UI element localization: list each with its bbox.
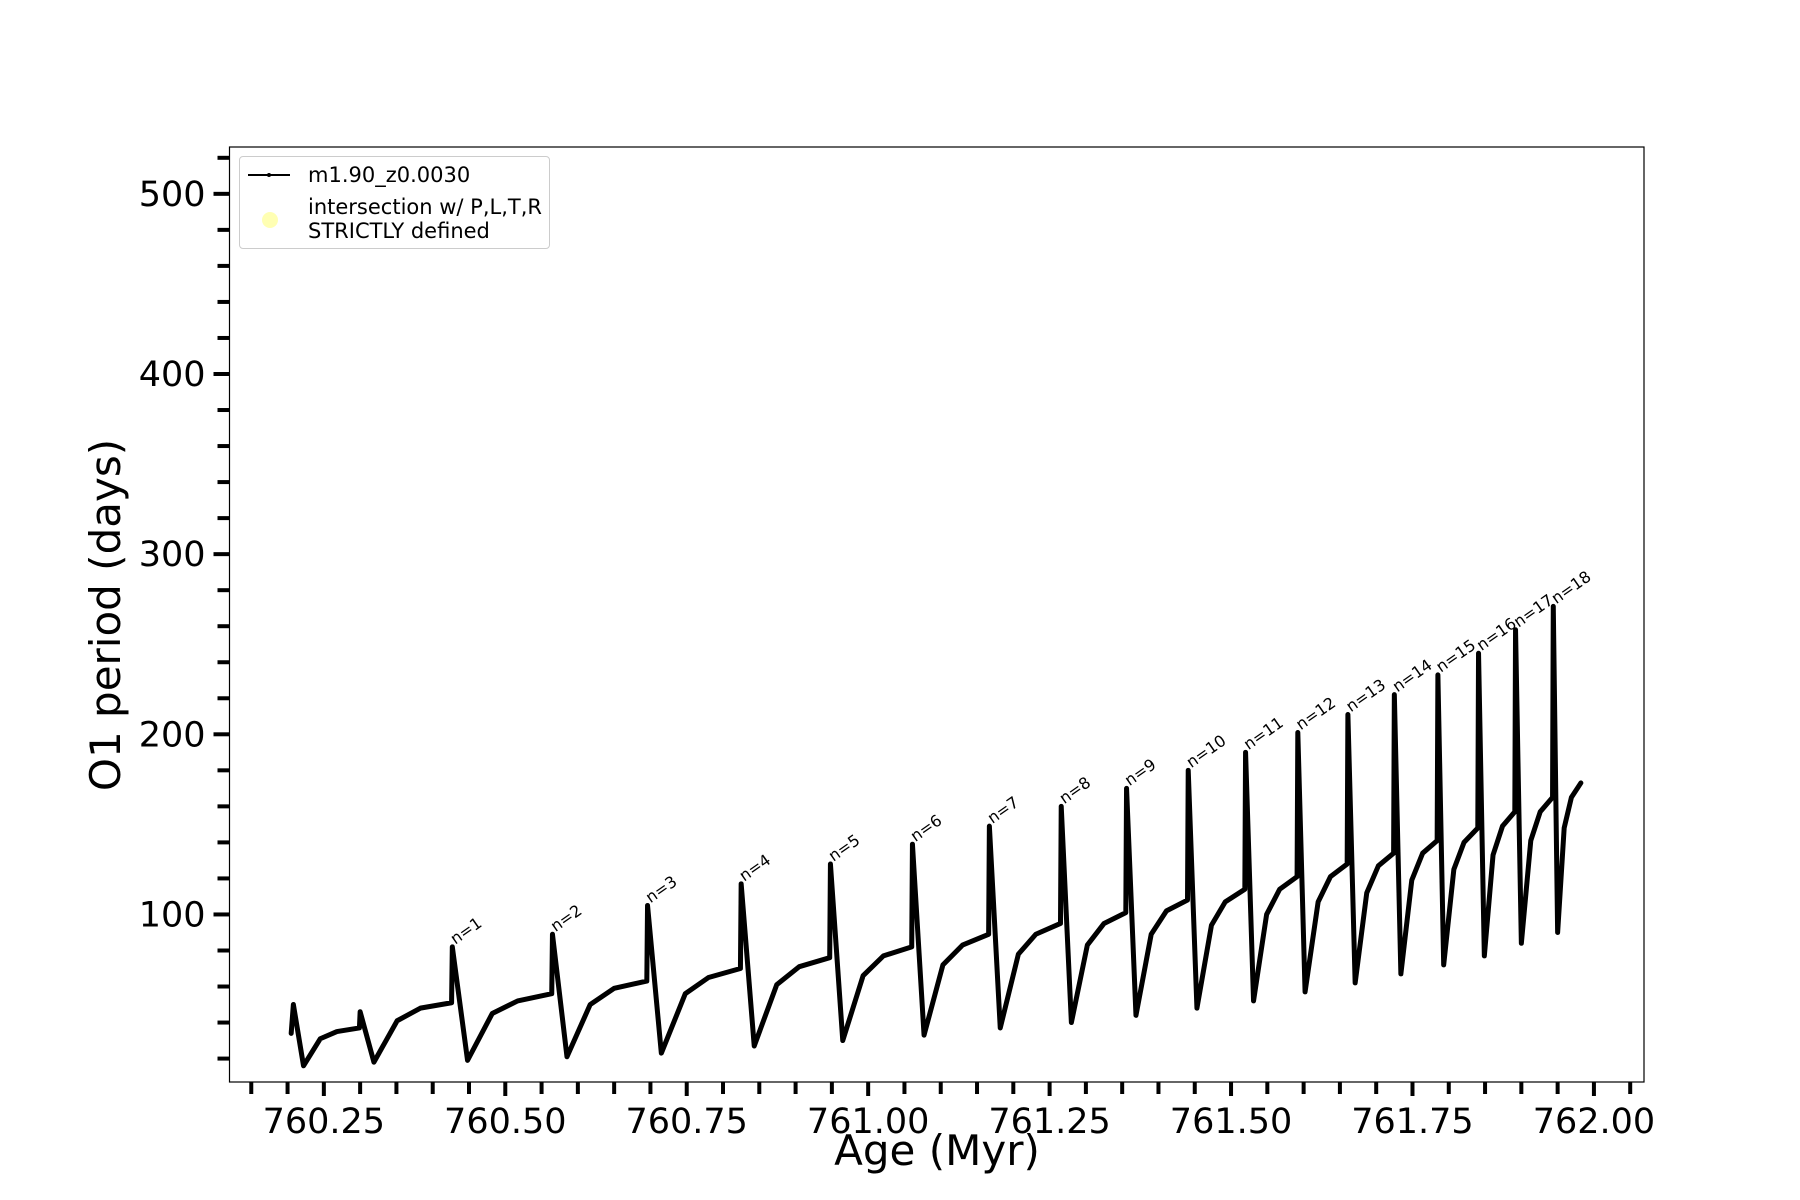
- annotation: n=11: [1240, 713, 1287, 754]
- x-tick-label: 761.50: [1170, 1102, 1292, 1142]
- legend-label: intersection w/ P,L,T,R STRICTLY defined: [308, 195, 542, 243]
- annotation: n=15: [1432, 635, 1479, 676]
- y-tick-label: 100: [139, 895, 206, 935]
- x-tick-label: 760.50: [444, 1102, 566, 1142]
- legend-marker: [262, 212, 278, 228]
- annotation: n=6: [907, 811, 946, 846]
- series-line: [288, 603, 1584, 1069]
- x-tick-label: 761.25: [988, 1102, 1110, 1142]
- x-tick-label: 761.00: [807, 1102, 929, 1142]
- plot-frame: [228, 146, 1645, 1083]
- y-tick-label: 300: [139, 535, 206, 575]
- x-tick-label: 762.00: [1533, 1102, 1655, 1142]
- legend: m1.90_z0.0030 intersection w/ P,L,T,R ST…: [239, 156, 550, 249]
- annotation: n=18: [1548, 567, 1595, 608]
- annotation: n=12: [1292, 693, 1339, 734]
- annotation: n=5: [825, 830, 864, 865]
- annotation: n=2: [547, 901, 586, 936]
- annotation: n=9: [1121, 755, 1160, 790]
- annotation: n=7: [984, 793, 1023, 828]
- annotation: n=8: [1056, 773, 1095, 808]
- annotation: n=10: [1183, 731, 1230, 772]
- y-tick-label: 200: [139, 715, 206, 755]
- x-axis-label: Age (Myr): [834, 1126, 1040, 1175]
- legend-marker: [267, 173, 271, 177]
- y-tick-label: 400: [139, 355, 206, 395]
- annotation: n=1: [447, 913, 486, 948]
- x-tick-label: 761.75: [1351, 1102, 1473, 1142]
- legend-label: m1.90_z0.0030: [308, 163, 471, 187]
- annotation: n=4: [736, 850, 775, 885]
- x-tick-label: 760.75: [625, 1102, 747, 1142]
- annotation: n=3: [642, 872, 681, 907]
- x-tick-label: 760.25: [263, 1102, 385, 1142]
- y-axis-label: O1 period (days): [81, 439, 130, 791]
- y-tick-label: 500: [139, 175, 206, 215]
- annotation: n=13: [1342, 675, 1389, 716]
- annotation: n=14: [1389, 655, 1436, 696]
- legend-swatches: [248, 173, 290, 228]
